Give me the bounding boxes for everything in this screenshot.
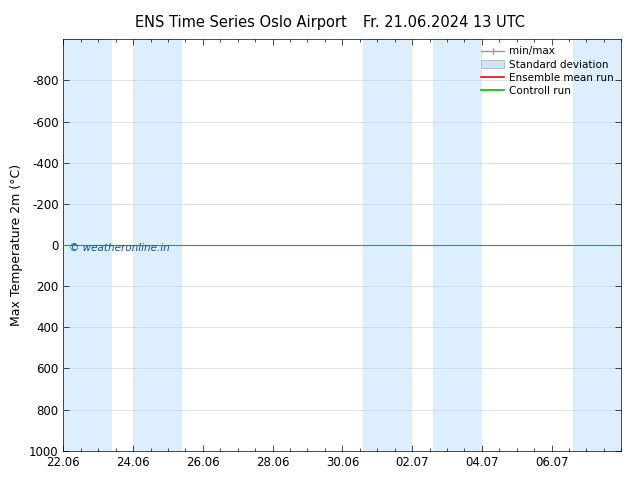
Bar: [573, 39, 621, 451]
Bar: [433, 39, 482, 451]
Text: © weatheronline.in: © weatheronline.in: [69, 243, 170, 253]
Text: ENS Time Series Oslo Airport: ENS Time Series Oslo Airport: [135, 15, 347, 30]
Legend: min/max, Standard deviation, Ensemble mean run, Controll run: min/max, Standard deviation, Ensemble me…: [479, 45, 616, 98]
Y-axis label: Max Temperature 2m (°C): Max Temperature 2m (°C): [10, 164, 23, 326]
Text: Fr. 21.06.2024 13 UTC: Fr. 21.06.2024 13 UTC: [363, 15, 525, 30]
Bar: [63, 39, 112, 451]
Bar: [133, 39, 182, 451]
Bar: [363, 39, 412, 451]
